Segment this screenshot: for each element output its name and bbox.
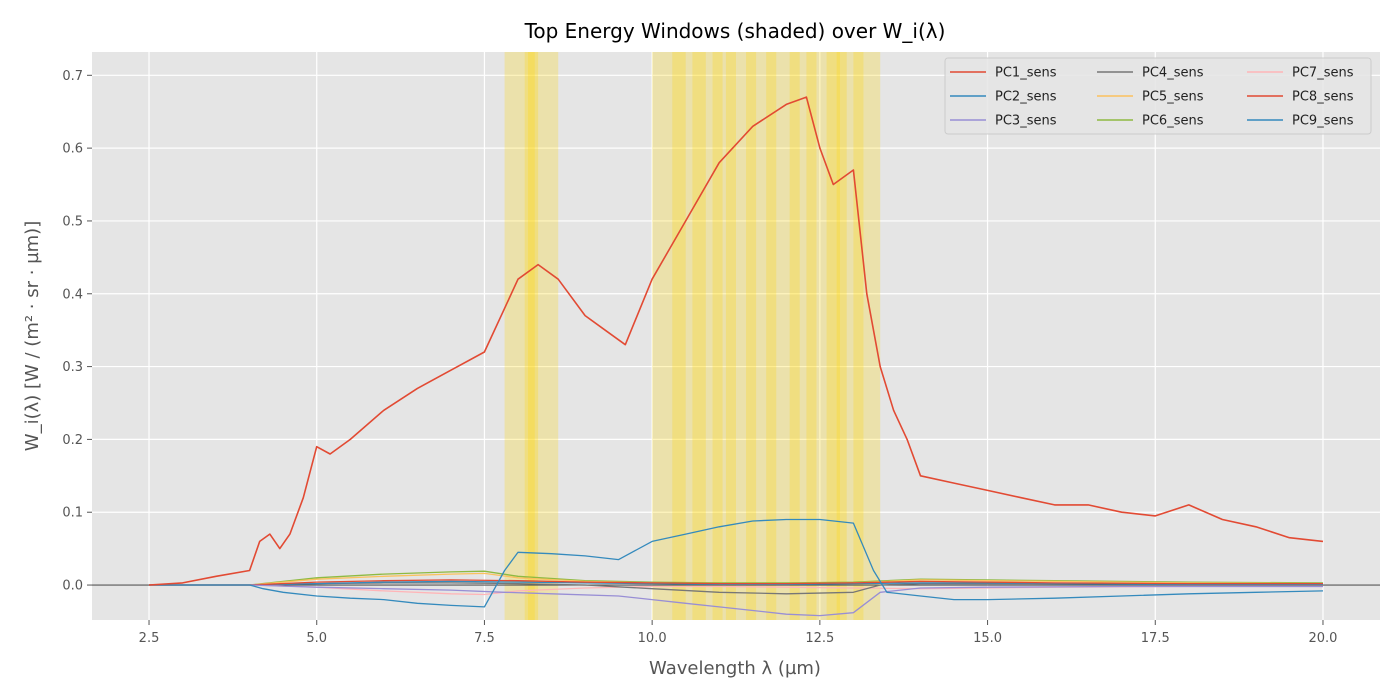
legend-label: PC4_sens: [1142, 66, 1204, 81]
x-tick-label: 2.5: [139, 631, 160, 646]
shaded-window: [746, 52, 757, 620]
legend-label: PC5_sens: [1142, 90, 1204, 105]
x-tick-label: 10.0: [638, 631, 667, 646]
series-line-pc3-sens: [149, 584, 1323, 617]
legend-label: PC8_sens: [1292, 90, 1354, 105]
legend-label: PC7_sens: [1292, 66, 1354, 81]
shaded-window: [725, 52, 736, 620]
legend-label: PC3_sens: [995, 114, 1057, 129]
y-tick-label: 0.4: [62, 287, 83, 302]
chart-title: Top Energy Windows (shaded) over W_i(λ): [524, 19, 946, 43]
shaded-window: [528, 52, 535, 620]
legend-item: PC3_sens: [950, 114, 1057, 129]
legend-label: PC6_sens: [1142, 114, 1204, 129]
y-tick-label: 0.6: [62, 142, 83, 157]
x-tick-label: 17.5: [1141, 631, 1170, 646]
y-axis-label: W_i(λ) [W / (m² · sr · µm)]: [22, 221, 43, 451]
y-tick-label: 0.3: [62, 360, 83, 375]
shaded-window: [652, 52, 881, 620]
legend-label: PC2_sens: [995, 90, 1057, 105]
x-tick-label: 20.0: [1309, 631, 1338, 646]
series-line-pc8-sens: [149, 579, 1323, 586]
plot-area: [92, 52, 1380, 620]
shaded-window: [524, 52, 539, 620]
y-tick-label: 0.2: [62, 433, 83, 448]
y-tick-label: 0.5: [62, 214, 83, 229]
shaded-window: [789, 52, 800, 620]
series-line-pc1-sens: [148, 96, 1324, 586]
shaded-window: [766, 52, 777, 620]
series-line-pc6-sens: [149, 570, 1324, 586]
y-tick-label: 0.7: [62, 69, 83, 84]
shaded-window: [806, 52, 817, 620]
legend-item: PC6_sens: [1097, 114, 1204, 129]
series-lines: [148, 96, 1324, 617]
shaded-window: [826, 52, 840, 620]
legend-box: [944, 57, 1372, 135]
legend-item: PC8_sens: [1247, 90, 1354, 105]
shaded-window: [712, 52, 723, 620]
shaded-window: [836, 52, 847, 620]
shaded-windows: [504, 52, 881, 620]
legend-item: PC9_sens: [1247, 114, 1354, 129]
x-axis-ticks: 2.5 5.0 7.5 10.0 12.5 15.0 17.5 20.0: [139, 620, 1338, 646]
y-tick-label: 0.1: [62, 506, 83, 521]
shaded-window: [504, 52, 559, 620]
shaded-window: [672, 52, 686, 620]
legend: PC1_sens PC2_sens PC3_sens PC4_sens PC5_sens…: [944, 57, 1372, 135]
x-tick-label: 12.5: [805, 631, 834, 646]
shaded-window: [853, 52, 864, 620]
x-tick-label: 5.0: [306, 631, 327, 646]
y-tick-label: 0.0: [62, 579, 83, 594]
x-axis-label: Wavelength λ (µm): [649, 658, 821, 679]
legend-items: PC1_sens PC2_sens PC3_sens PC4_sens PC5_sens…: [950, 66, 1354, 129]
legend-item: PC2_sens: [950, 90, 1057, 105]
legend-item: PC7_sens: [1247, 66, 1354, 81]
legend-item: PC4_sens: [1097, 66, 1204, 81]
legend-item: PC1_sens: [950, 66, 1057, 81]
x-tick-label: 7.5: [474, 631, 495, 646]
y-axis-ticks: 0.0 0.1 0.2 0.3 0.4 0.5 0.6 0.7: [62, 69, 92, 594]
series-line-pc2-sens: [149, 518, 1324, 608]
shaded-window: [692, 52, 706, 620]
series-line-pc9-sens: [149, 580, 1323, 586]
legend-label: PC9_sens: [1292, 114, 1354, 129]
x-tick-label: 15.0: [973, 631, 1002, 646]
legend-item: PC5_sens: [1097, 90, 1204, 105]
legend-label: PC1_sens: [995, 66, 1057, 81]
